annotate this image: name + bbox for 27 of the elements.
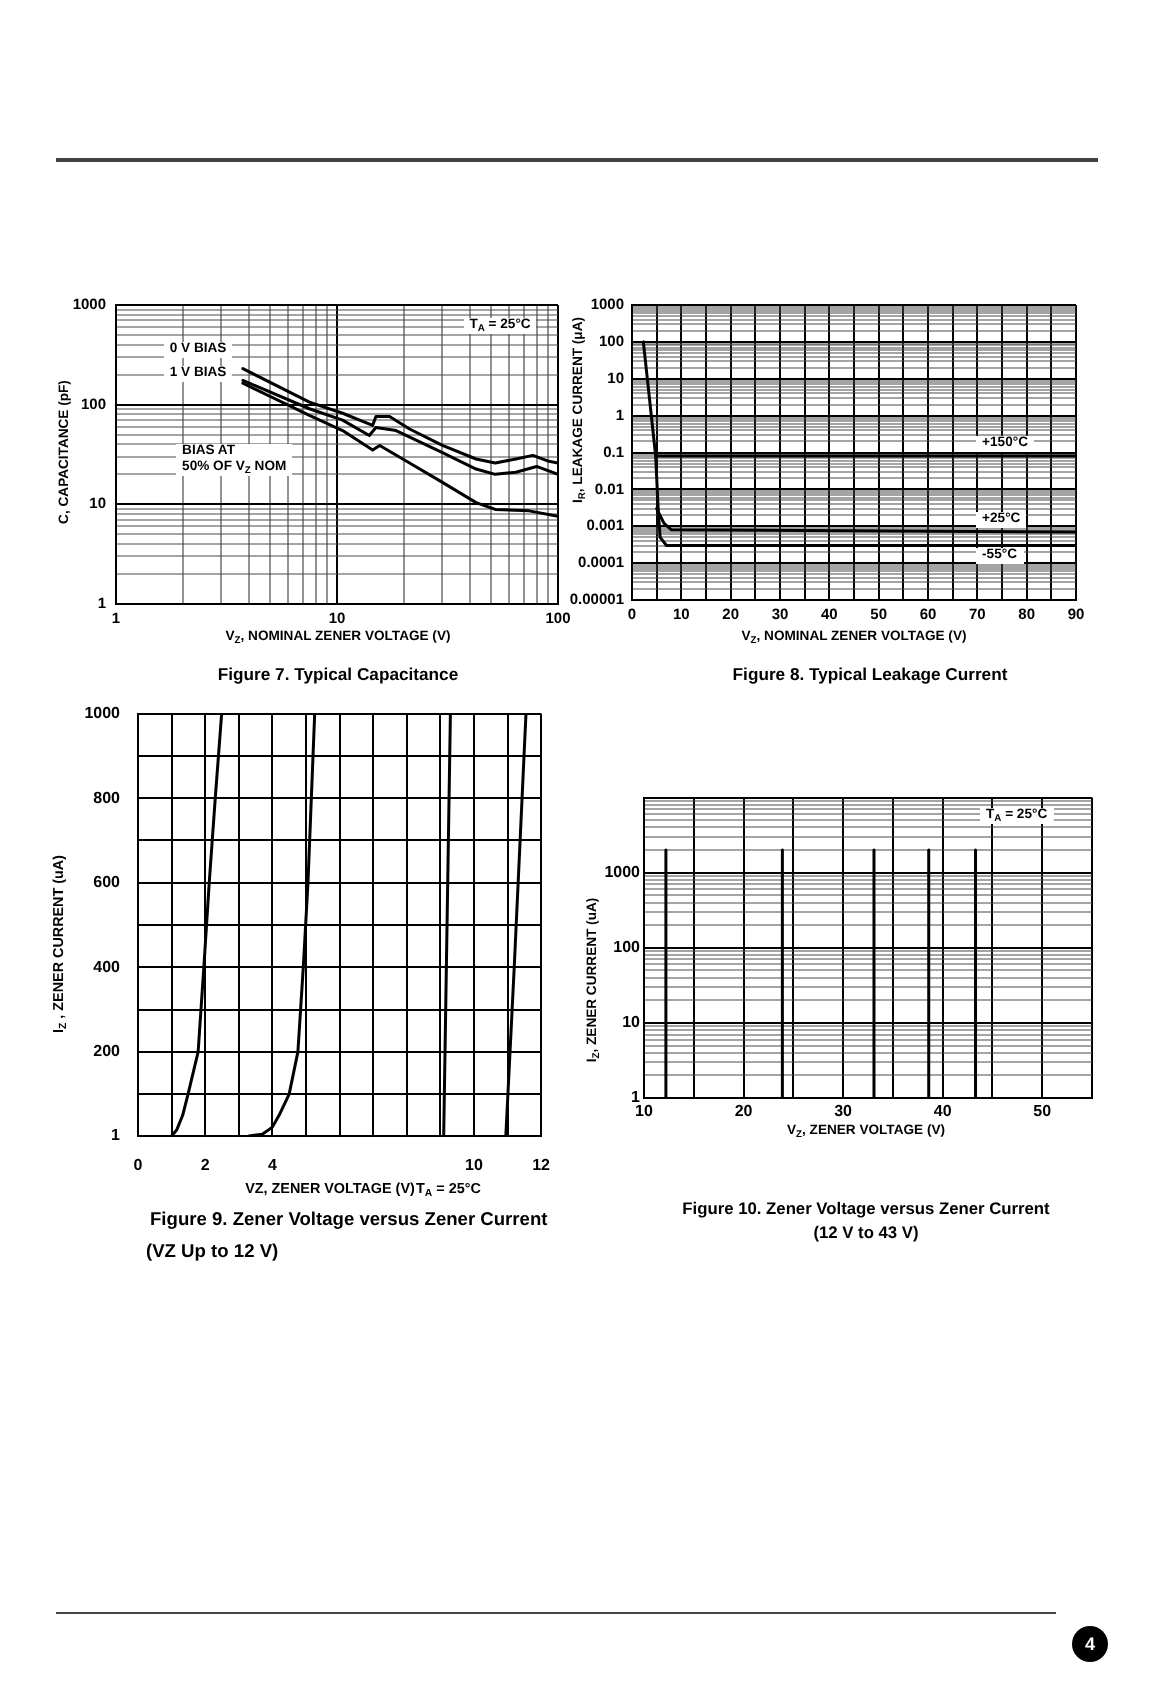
y-tick-label: 800: [93, 788, 122, 807]
y-tick-label: 1: [111, 1126, 122, 1145]
x-tick-label: 40: [933, 1102, 953, 1121]
y-tick-label: 10: [622, 1013, 642, 1032]
y-tick-label: 1: [631, 1088, 642, 1107]
y-tick-label: 1000: [604, 863, 642, 882]
x-tick-label: 0: [133, 1156, 144, 1175]
x-tick-label: 50: [1033, 1102, 1053, 1121]
x-tick-label: 2: [200, 1156, 211, 1175]
text: (12 V to 43 V): [813, 1221, 919, 1243]
y-tick-label: 200: [93, 1042, 122, 1061]
y-tick-label: 600: [93, 873, 122, 892]
text: Figure 9. Zener Voltage versus Zener Current: [150, 1208, 548, 1232]
text: (VZ Up to 12 V): [146, 1240, 279, 1264]
text: Figure 10. Zener Voltage versus Zener Current: [682, 1197, 1050, 1219]
x-tick-label: 10: [465, 1156, 484, 1175]
y-tick-label: 100: [613, 938, 642, 957]
x-tick-label: 12: [532, 1156, 552, 1175]
text: 4: [1072, 1626, 1108, 1662]
x-tick-label: 20: [734, 1102, 754, 1121]
text: Figure 8. Typical Leakage Current: [732, 663, 1008, 685]
text: Figure 7. Typical Capacitance: [217, 663, 459, 685]
y-tick-label: 1000: [84, 704, 122, 723]
y-tick-label: 400: [93, 958, 122, 977]
x-tick-label: 30: [834, 1102, 854, 1121]
x-tick-label: 4: [267, 1156, 278, 1175]
x-tick-label: 10: [635, 1102, 654, 1121]
